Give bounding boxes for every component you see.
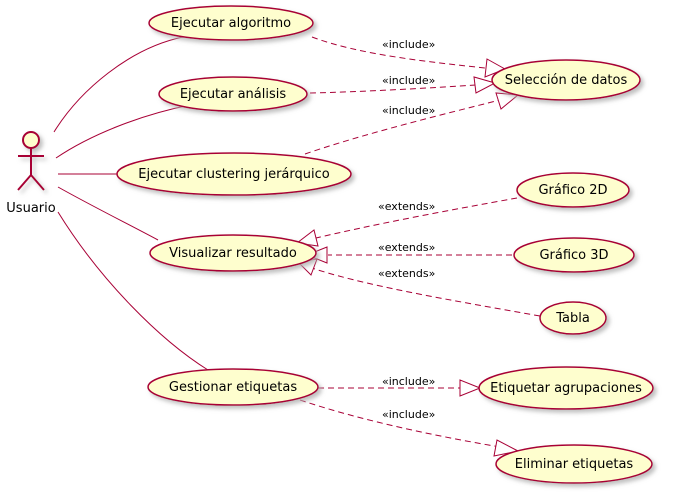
relation-gestionar-eliminar [299,399,501,448]
use-cases: Ejecutar algoritmo Ejecutar análisis Eje… [116,5,654,484]
actor-usuario [17,131,45,191]
usecase-ejecutar-clustering[interactable]: Ejecutar clustering jerárquico [116,152,352,196]
actor-label: Usuario [6,201,55,216]
usecase-label: Etiquetar agrupaciones [490,381,642,396]
dependency-relations [299,36,541,448]
label-include-etiquetar: «include» [382,375,435,388]
arrow-head [473,76,497,94]
usecase-gestionar-etiquetas[interactable]: Gestionar etiquetas [147,368,319,406]
actor-head [22,131,40,149]
actor-leg-left [17,174,32,191]
usecase-eliminar-etiquetas[interactable]: Eliminar etiquetas [495,444,653,484]
usecase-grafico-3d[interactable]: Gráfico 3D [513,237,635,273]
label-include-eliminar: «include» [382,408,435,421]
usecase-visualizar-resultado[interactable]: Visualizar resultado [149,234,317,272]
label-extends-tabla: «extends» [378,267,435,280]
usecase-label: Ejecutar clustering jerárquico [138,167,329,182]
relation-grafico2d-visualizar [311,197,518,240]
usecase-label: Eliminar etiquetas [515,457,634,472]
actor-leg-right [30,174,45,191]
label-extends-grafico2d: «extends» [378,200,435,213]
usecase-etiquetar-agrupaciones[interactable]: Etiquetar agrupaciones [478,366,654,410]
association-ejecutar-algoritmo [53,36,184,133]
usecase-label: Selección de datos [505,73,628,88]
label-extends-grafico3d: «extends» [378,241,435,254]
usecase-label: Gestionar etiquetas [169,380,297,395]
association-visualizar-resultado [57,186,159,241]
usecase-label: Gráfico 2D [538,183,607,198]
relation-clustering-seleccion [304,99,501,155]
usecase-label: Visualizar resultado [169,246,297,261]
usecase-ejecutar-analisis[interactable]: Ejecutar análisis [158,76,308,112]
relation-tabla-visualizar [305,265,541,317]
usecase-label: Ejecutar análisis [180,87,287,102]
arrow-heads [295,58,520,457]
usecase-ejecutar-algoritmo[interactable]: Ejecutar algoritmo [148,5,314,41]
relation-analisis-seleccion [309,84,477,94]
arrow-head [484,58,507,78]
usecase-grafico-2d[interactable]: Gráfico 2D [516,172,630,208]
relation-algoritmo-seleccion [311,36,486,69]
label-include-algoritmo: «include» [382,38,435,51]
arrow-head [495,92,520,110]
association-ejecutar-analisis [55,104,191,159]
usecase-label: Ejecutar algoritmo [171,16,291,31]
label-include-analisis: «include» [382,74,435,87]
usecase-label: Tabla [555,311,590,326]
actor-associations [53,36,209,371]
usecase-label: Gráfico 3D [539,248,608,263]
usecase-tabla[interactable]: Tabla [539,301,607,335]
label-include-clustering: «include» [382,104,435,117]
arrow-head [459,379,482,397]
association-gestionar-etiquetas [57,211,209,371]
usecase-seleccion-datos[interactable]: Selección de datos [491,59,641,101]
